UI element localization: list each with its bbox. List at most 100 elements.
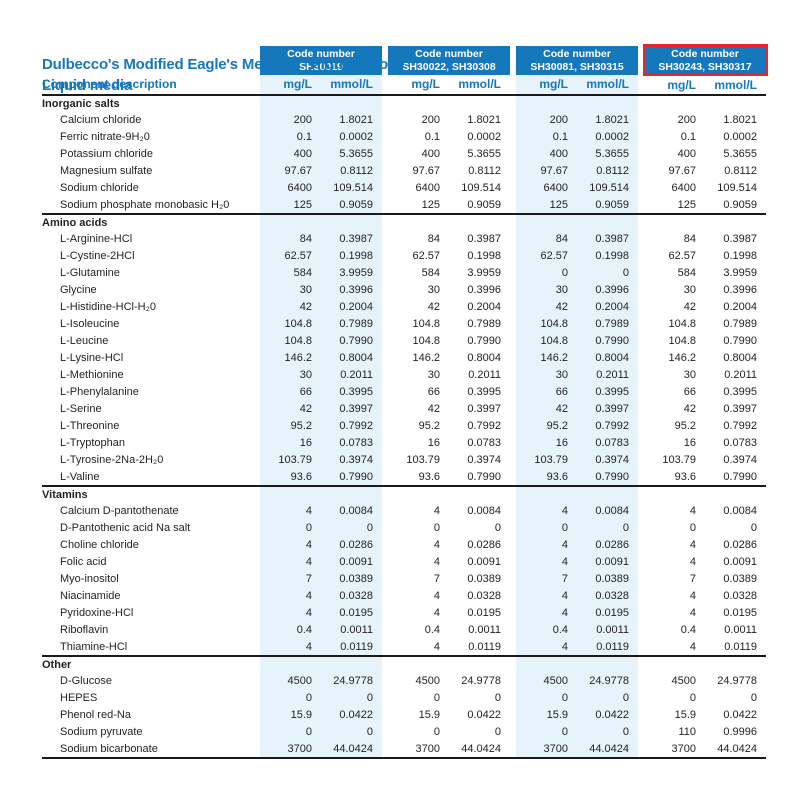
- table-row: Potassium chloride 400 5.3655 400 5.3655 400 5…: [42, 146, 766, 163]
- value-cell: 97.67: [668, 165, 697, 177]
- value-cell: 0: [305, 692, 312, 704]
- value-cell: 0.0328: [595, 590, 630, 602]
- empty-cell: [388, 484, 450, 503]
- value-cell: 0: [750, 692, 758, 704]
- table-row: L-Methionine 30 0.2011 30 0.2011 30 0.2011 30 0.…: [42, 367, 766, 384]
- value-cell: 109.514: [461, 182, 502, 194]
- empty-cell: [321, 93, 383, 112]
- value-cell: 0: [561, 692, 569, 704]
- value-cell: 0.0011: [340, 624, 374, 636]
- value-cell: 4: [305, 539, 312, 551]
- value-cell: 0.8004: [467, 352, 502, 364]
- value-cell: 584: [677, 267, 697, 279]
- table-row: HEPES 0 0 0 0 0 0 0 0: [42, 690, 766, 707]
- value-cell: 0.3987: [595, 233, 630, 245]
- value-cell: 0.0091: [723, 556, 758, 568]
- value-cell: 4: [305, 607, 312, 619]
- value-cell: 0.7989: [595, 318, 630, 330]
- value-cell: 0.0119: [340, 640, 374, 653]
- value-cell: 4500: [415, 675, 441, 687]
- section-header-row: Inorganic salts: [42, 93, 767, 112]
- value-cell: 0.7990: [595, 470, 630, 483]
- value-cell: 109.514: [717, 182, 758, 194]
- component-name: Calcium chloride: [60, 114, 142, 126]
- table-row: L-Valine 93.6 0.7990 93.6 0.7990 93.6 0.7990 93…: [42, 469, 766, 486]
- value-cell: 0.0119: [596, 640, 630, 653]
- value-cell: 15.9: [290, 709, 312, 721]
- value-cell: 3700: [388, 740, 450, 759]
- value-cell: 6400: [415, 182, 441, 194]
- value-cell: 584: [293, 267, 312, 279]
- table-row: Niacinamide 4 0.0328 4 0.0328 4 0.0328 4 0.0328: [42, 588, 766, 605]
- component-name: Glycine: [60, 284, 97, 296]
- value-cell: 0.8112: [596, 165, 630, 177]
- column-gap: [382, 93, 389, 112]
- value-cell: 4: [689, 556, 697, 568]
- value-cell: 0.2011: [596, 369, 630, 381]
- unit-header-row: Component description mg/L mmol/L mg/L m…: [42, 74, 767, 96]
- table-row: D-Pantothenic acid Na salt 0 0 0 0 0 0 0 0: [42, 520, 766, 537]
- page-subtitle: Liquid media: [42, 77, 133, 94]
- value-cell: 0.3987: [339, 233, 374, 245]
- value-cell: 44.0424: [705, 740, 767, 759]
- table-row: Sodium phosphate monobasic H₂0 125 0.9059 1…: [42, 197, 766, 214]
- value-cell: 6400: [671, 182, 697, 194]
- value-cell: 95.2: [674, 420, 697, 432]
- value-cell: 4: [433, 556, 441, 568]
- value-cell: 4: [433, 590, 441, 602]
- value-cell: 0.3974: [595, 454, 630, 466]
- value-cell: 0.0328: [339, 590, 374, 602]
- table-row: L-Isoleucine 104.8 0.7989 104.8 0.7989 104.8 0…: [42, 316, 766, 333]
- value-cell: 0.2011: [724, 369, 758, 381]
- value-cell: 0.1998: [339, 250, 374, 262]
- component-name: Potassium chloride: [60, 148, 153, 160]
- section-header-row: Amino acids: [42, 212, 767, 231]
- section-title: Vitamins: [42, 484, 260, 503]
- component-name: Sodium bicarbonate: [42, 740, 260, 759]
- value-cell: 0.0328: [467, 590, 502, 602]
- value-cell: 0.7989: [467, 318, 502, 330]
- table-row: Phenol red-Na 15.9 0.0422 15.9 0.0422 15.9 0.0…: [42, 707, 766, 724]
- value-cell: 0.3996: [467, 284, 502, 296]
- empty-cell: [705, 484, 767, 503]
- value-cell: 7: [305, 573, 312, 585]
- value-cell: 0.1: [296, 131, 312, 143]
- value-cell: 0.3997: [595, 403, 630, 415]
- value-cell: 0: [622, 267, 630, 279]
- value-cell: 5.3655: [467, 148, 502, 160]
- value-cell: 0.1: [552, 131, 569, 143]
- value-cell: 30: [299, 369, 312, 381]
- column-gap: [638, 654, 645, 673]
- code-header-codes: SH30022, SH30308: [402, 60, 496, 73]
- value-cell: 5.3655: [723, 148, 758, 160]
- value-cell: 0.0422: [595, 709, 630, 721]
- table-row: L-Serine 42 0.3997 42 0.3997 42 0.3997 42 0.3997: [42, 401, 766, 418]
- value-cell: 0.0119: [724, 640, 758, 653]
- value-cell: 0.0195: [339, 607, 374, 619]
- value-cell: 104.8: [540, 318, 569, 330]
- value-cell: 5.3655: [339, 148, 374, 160]
- value-cell: 97.67: [284, 165, 312, 177]
- table-row: Pyridoxine-HCl 4 0.0195 4 0.0195 4 0.0195 4 0.01…: [42, 605, 766, 622]
- value-cell: 4: [689, 640, 697, 653]
- table-row: Thiamine-HCl 4 0.0119 4 0.0119 4 0.0119 4 0.0119: [42, 639, 766, 656]
- code-header-label: Code number: [287, 48, 355, 60]
- component-name: L-Threonine: [60, 420, 120, 432]
- value-cell: 0.2004: [339, 301, 374, 313]
- value-cell: 42: [427, 403, 441, 415]
- value-cell: 0.3987: [467, 233, 502, 245]
- value-cell: 0.0195: [595, 607, 630, 619]
- section-title: Inorganic salts: [42, 93, 260, 112]
- value-cell: 400: [421, 148, 441, 160]
- table-row: Sodium chloride 6400 109.514 6400 109.514 640…: [42, 180, 766, 197]
- datasheet-page: Dulbecco's Modified Eagle's Medium - Hig…: [0, 44, 811, 794]
- component-description-header: Component description: [42, 74, 260, 96]
- code-header-sh30243-sh30317-highlighted: Code number SH30243, SH30317: [642, 44, 768, 76]
- value-cell: 7: [561, 573, 569, 585]
- code-header-sh30022-sh30308: Code number SH30022, SH30308: [388, 45, 511, 75]
- empty-cell: [321, 212, 383, 231]
- value-cell: 42: [555, 403, 569, 415]
- value-cell: 125: [677, 198, 697, 211]
- table-row: L-Histidine-HCl-H₂0 42 0.2004 42 0.2004 42 0.2…: [42, 299, 766, 316]
- value-cell: 200: [549, 114, 569, 126]
